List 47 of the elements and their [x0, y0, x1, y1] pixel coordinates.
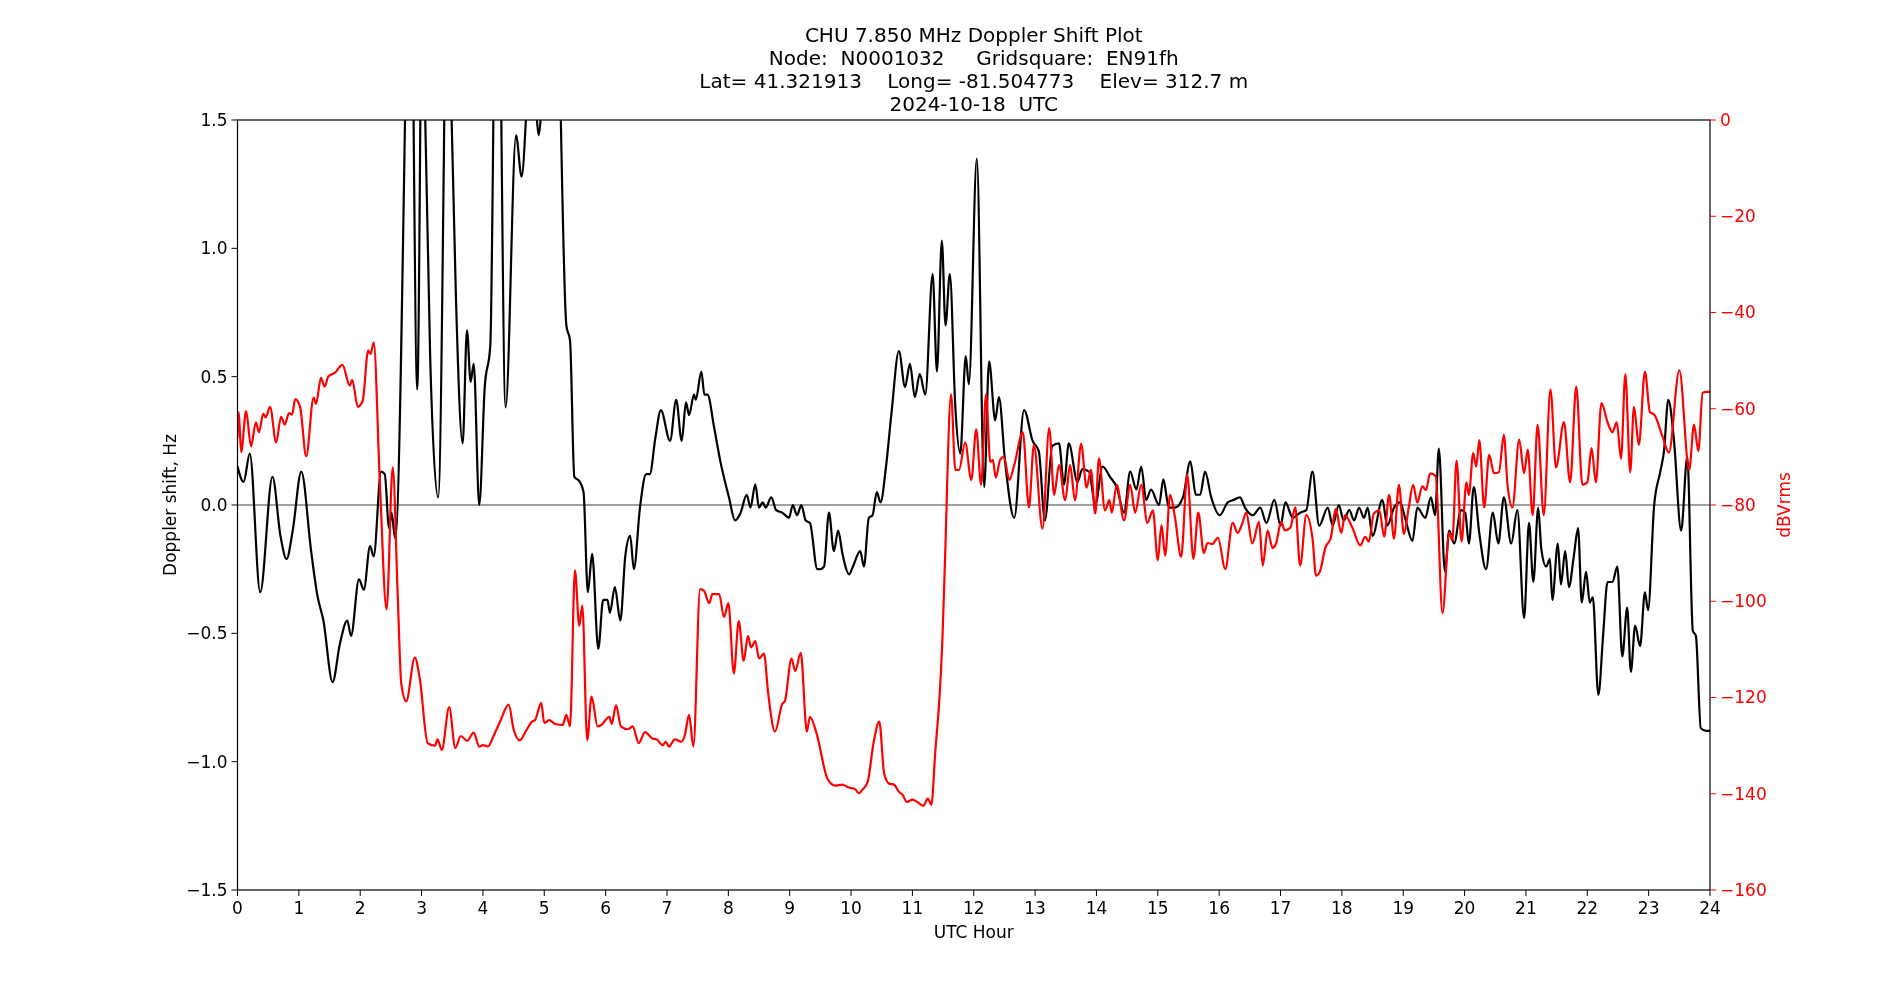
x-tick-label: 11 [901, 898, 924, 918]
x-tick-label: 5 [538, 898, 550, 918]
x-tick-label: 1 [293, 898, 305, 918]
x-tick-label: 15 [1146, 898, 1169, 918]
y2-tick-label: −140 [1720, 783, 1767, 804]
x-tick-label: 23 [1637, 898, 1660, 918]
x-tick-label: 0 [232, 898, 243, 918]
x-tick-label: 7 [661, 898, 673, 918]
x-tick-label: 2 [354, 898, 366, 918]
y2-axis-title: dBVrms [1774, 472, 1794, 538]
x-tick-label: 22 [1576, 898, 1599, 918]
x-tick-label: 24 [1699, 898, 1721, 918]
x-axis-title: UTC Hour [933, 922, 1014, 942]
y-tick-label: 1.5 [200, 109, 228, 130]
x-tick-label: 16 [1208, 898, 1230, 918]
line-series [237, 341, 1710, 807]
y2-tick-label: −60 [1720, 398, 1756, 419]
y2-tick-label: 0 [1720, 109, 1731, 130]
x-tick-label: 13 [1024, 898, 1046, 918]
x-tick-label: 19 [1392, 898, 1415, 918]
y2-tick-label: −120 [1720, 687, 1767, 708]
y-tick-label: 0.5 [200, 366, 228, 387]
y2-tick-label: −100 [1720, 591, 1767, 612]
x-tick-label: 8 [722, 898, 734, 918]
x-tick-label: 20 [1453, 898, 1476, 918]
y-axis-title: Doppler shift, Hz [159, 433, 180, 576]
y2-tick-label: −40 [1720, 302, 1756, 323]
y-tick-label: 1.0 [200, 238, 228, 259]
x-tick-label: 10 [840, 898, 862, 918]
chart-subtitle: Node: N0001032 Gridsquare: EN91fh Lat= 41.321913 Long= -81.504773 Elev= 312.7 m 2024-10-18 UTC [699, 46, 1249, 116]
x-tick-label: 12 [962, 898, 985, 918]
x-tick-label: 3 [416, 898, 427, 918]
x-tick-label: 17 [1269, 898, 1292, 918]
x-tick-label: 6 [600, 898, 612, 918]
y-tick-label: −1.0 [186, 751, 228, 772]
x-tick-label: 21 [1515, 898, 1537, 918]
y-tick-label: −0.5 [186, 623, 228, 644]
x-tick-label: 14 [1085, 898, 1108, 918]
x-tick-label: 4 [477, 898, 489, 918]
y2-tick-label: −80 [1720, 494, 1756, 515]
y-tick-label: −1.5 [186, 879, 228, 900]
y2-tick-label: −20 [1720, 206, 1756, 227]
y2-tick-label: −160 [1720, 879, 1767, 900]
y-tick-label: 0.0 [200, 494, 228, 515]
chart-title: CHU 7.850 MHz Doppler Shift Plot [804, 23, 1143, 47]
x-tick-label: 18 [1331, 898, 1353, 918]
x-tick-label: 9 [784, 898, 796, 918]
